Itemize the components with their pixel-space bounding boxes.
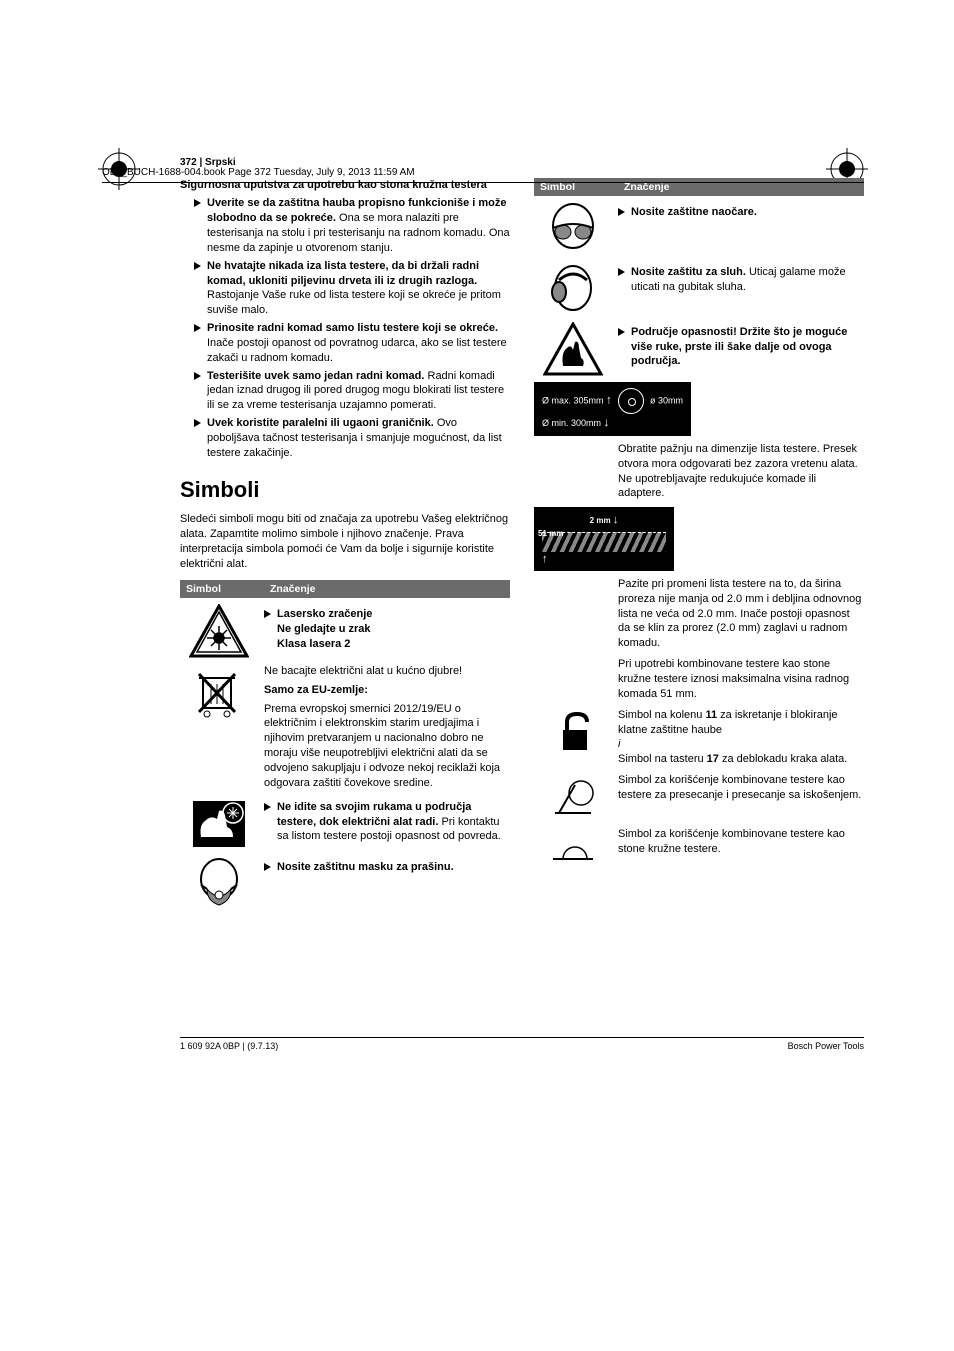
triangle-icon [618,328,625,336]
triangle-icon [194,372,201,380]
triangle-icon [264,863,271,871]
symbol-row: Simbol za korišćenje kombinovane testere… [534,773,864,821]
triangle-icon [264,610,271,618]
page: OBJ_BUCH-1688-004.book Page 372 Tuesday,… [0,0,954,1092]
symbol-row: Nosite zaštitnu masku za prašinu. [180,857,510,911]
page-footer: 1 609 92A 0BP | (9.7.13) Bosch Power Too… [180,1037,864,1052]
symbol-row: Ne bacajte električni alat u kućno djubr… [180,664,510,791]
obj-book-text: OBJ_BUCH-1688-004.book Page 372 Tuesday,… [102,167,415,178]
footer-left: 1 609 92A 0BP | (9.7.13) [180,1040,278,1052]
simboli-heading: Simboli [180,475,510,505]
goggles-icon [543,202,603,256]
th-meaning: Značenje [264,580,510,598]
symbol-row: Nosite zaštitu za sluh. Uticaj galame mo… [534,262,864,316]
unlock-icon [549,708,597,756]
safety-bullet: Prinosite radni komad samo listu testere… [194,321,510,366]
no-hands-icon [189,797,249,851]
symbol-row: Ne idite sa svojim rukama u područja tes… [180,797,510,851]
ear-protection-icon [543,262,603,316]
triangle-icon [194,419,201,427]
triangle-icon [618,268,625,276]
triangle-icon [194,262,201,270]
triangle-icon [264,803,271,811]
kerf-icon: 2 mm ↓ 51 mm ↑ [534,507,674,571]
obj-book-header: OBJ_BUCH-1688-004.book Page 372 Tuesday,… [102,165,864,183]
miter-saw-icon [549,773,597,821]
symbol-row: Simbol na kolenu 11 za iskretanje i blok… [534,708,864,767]
symbol-row: Područje opasnosti! Držite što je moguće… [534,322,864,376]
safety-bullet: Ne hvatajte nikada iza lista testere, da… [194,259,510,318]
symbol-row: Pazite pri promeni lista testere na to, … [534,577,864,702]
symbol-row: Simbol za korišćenje kombinovane testere… [534,827,864,875]
symbol-row: Obratite pažnju na dimenzije lista teste… [534,442,864,501]
dust-mask-icon [189,857,249,911]
weee-bin-icon [189,664,249,718]
symbol-row: 2 mm ↓ 51 mm ↑ [534,507,864,571]
triangle-icon [194,199,201,207]
footer-right: Bosch Power Tools [788,1040,864,1052]
table-saw-icon [549,827,597,875]
safety-bullet: Uvek koristite paralelni ili ugaoni gran… [194,416,510,461]
danger-zone-icon [543,322,603,376]
safety-bullet: Uverite se da zaštitna hauba propisno fu… [194,196,510,255]
symbol-row: Nosite zaštitne naočare. [534,202,864,256]
lock-text: Simbol na kolenu 11 za iskretanje i blok… [618,708,864,767]
blade-dims-icon: Ø max. 305mm ↑ø 30mm Ø min. 300mm ↓ [534,382,691,436]
triangle-icon [194,324,201,332]
right-column: Simbol Značenje Nosite zaštitne naočare.… [534,178,864,917]
th-symbol: Simbol [180,580,264,598]
left-column: Sigurnosna uputstva za upotrebu kao ston… [180,178,510,917]
triangle-icon [618,208,625,216]
safety-bullet: Testerišite uvek samo jedan radni komad.… [194,369,510,414]
symbol-table-header: Simbol Značenje [180,580,510,598]
symbol-row: Ø max. 305mm ↑ø 30mm Ø min. 300mm ↓ [534,382,864,436]
laser-warning-icon [189,604,249,658]
symbol-row: Lasersko zračenje Ne gledajte u zrak Kla… [180,604,510,658]
simboli-intro: Sledeći simboli mogu biti od značaja za … [180,512,510,571]
